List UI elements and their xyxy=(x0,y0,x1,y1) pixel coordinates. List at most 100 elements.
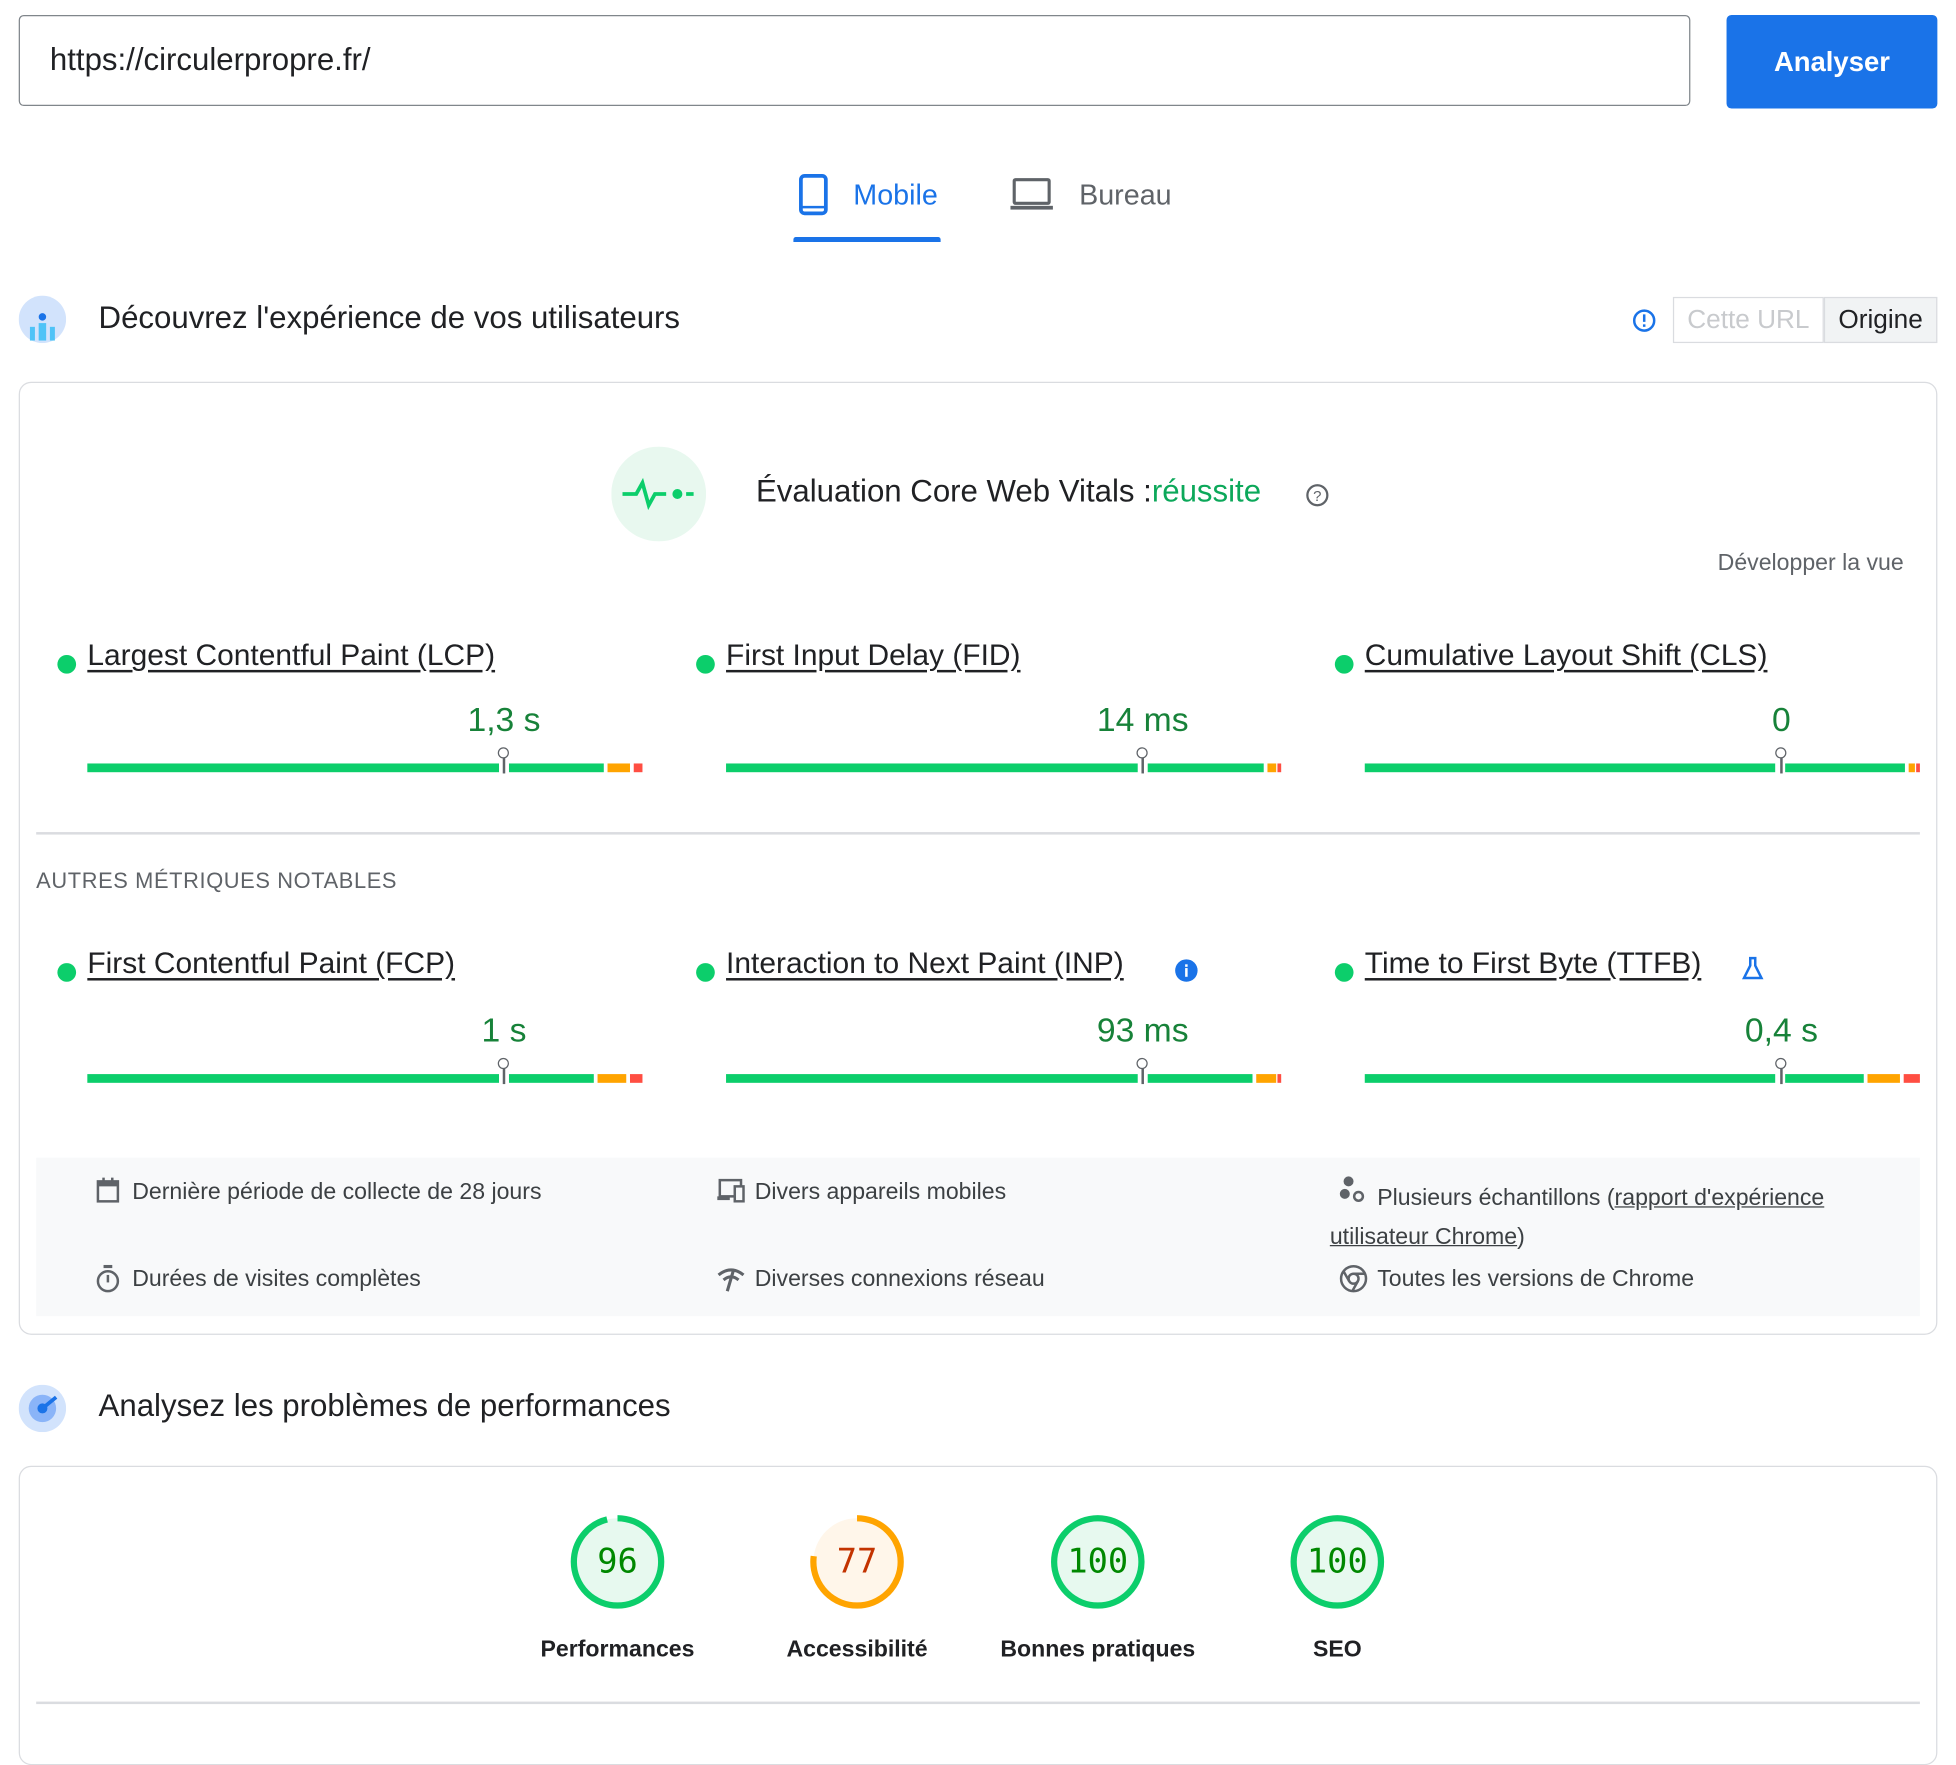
samples-prefix: Plusieurs échantillons ( xyxy=(1377,1183,1615,1211)
divider xyxy=(36,1701,1920,1704)
info-alert-icon[interactable] xyxy=(1632,308,1657,333)
distribution-segment-good xyxy=(726,763,1138,773)
score-gauge[interactable] xyxy=(568,1512,668,1612)
calendar-icon xyxy=(96,1177,120,1203)
distribution-segment-good xyxy=(1364,1074,1776,1083)
distribution-segment-good xyxy=(508,1074,594,1083)
metric-link[interactable]: Interaction to Next Paint (INP) xyxy=(726,946,1124,981)
crux-report-link[interactable]: rapport d'expérience utilisateur Chrome xyxy=(1329,1183,1825,1249)
expand-view-link[interactable]: Développer la vue xyxy=(1717,548,1904,576)
gauge-arc xyxy=(1290,1515,1385,1609)
score-gauge[interactable] xyxy=(807,1512,907,1612)
distribution-segment-poor xyxy=(1277,763,1282,773)
metric-value: 14 ms xyxy=(1096,701,1189,739)
metric-link[interactable]: First Contentful Paint (FCP) xyxy=(87,946,456,981)
percentile-marker xyxy=(502,1066,506,1085)
svg-text:?: ? xyxy=(1313,488,1321,505)
gauge-arc xyxy=(1051,1515,1145,1609)
score-value: 100 xyxy=(1067,1542,1129,1582)
durations-text: Durées de visites complètes xyxy=(132,1264,421,1292)
status-good-dot xyxy=(696,963,715,982)
url-input[interactable] xyxy=(18,14,1691,107)
metric-link[interactable]: Time to First Byte (TTFB) xyxy=(1364,946,1702,981)
smartphone-icon xyxy=(799,174,828,216)
distribution-segment-good xyxy=(87,763,499,773)
metric-link[interactable]: Cumulative Layout Shift (CLS) xyxy=(1364,638,1768,673)
metric-value: 1 s xyxy=(481,1011,527,1050)
lab-scores-card xyxy=(18,1465,1938,1765)
percentile-marker xyxy=(502,755,506,774)
percentile-marker xyxy=(1141,1066,1144,1085)
samples-text: Plusieurs échantillons (rapport d'expéri… xyxy=(1330,1178,1904,1255)
score-gauge[interactable] xyxy=(1287,1512,1387,1612)
tab-desktop[interactable]: Bureau xyxy=(1009,170,1172,220)
distribution-segment-poor xyxy=(629,1074,643,1083)
percentile-marker-head xyxy=(1136,1057,1148,1070)
other-metrics-title: AUTRES MÉTRIQUES NOTABLES xyxy=(36,868,398,894)
score-value: 96 xyxy=(597,1542,638,1582)
distribution-segment-needs-improvement xyxy=(1256,1074,1277,1083)
score-label: Performances xyxy=(540,1635,695,1662)
active-tab-indicator xyxy=(793,237,941,243)
percentile-marker-head xyxy=(1775,1057,1787,1070)
toggle-this-url[interactable]: Cette URL xyxy=(1672,296,1824,344)
distribution-segment-good xyxy=(87,1074,499,1083)
flask-icon[interactable] xyxy=(1741,956,1764,981)
distribution-segment-needs-improvement xyxy=(1867,1074,1900,1083)
distribution-segment-needs-improvement xyxy=(597,1074,627,1083)
percentile-marker-head xyxy=(497,1057,509,1070)
metric-link[interactable]: First Input Delay (FID) xyxy=(726,638,1021,673)
distribution-segment-needs-improvement xyxy=(1267,763,1277,773)
lab-section-title: Analysez les problèmes de performances xyxy=(98,1388,671,1424)
distribution-segment-poor xyxy=(1277,1074,1282,1083)
samples-suffix: ) xyxy=(1517,1222,1525,1249)
field-data-card xyxy=(18,381,1938,1335)
heartbeat-icon xyxy=(611,446,707,542)
network-text: Diverses connexions réseau xyxy=(754,1264,1045,1292)
samples-icon xyxy=(1339,1176,1365,1202)
network-icon xyxy=(717,1268,745,1292)
score-value: 77 xyxy=(836,1542,878,1582)
score-gauge[interactable] xyxy=(1048,1512,1148,1612)
score-value: 100 xyxy=(1306,1542,1368,1582)
metric-value: 1,3 s xyxy=(467,701,541,739)
gauge-background xyxy=(813,1518,901,1606)
chrome-icon xyxy=(1339,1264,1368,1293)
devices-icon xyxy=(717,1178,745,1203)
info-icon[interactable] xyxy=(1174,958,1199,983)
distribution-segment-needs-improvement xyxy=(1908,763,1915,773)
distribution-segment-poor xyxy=(1903,1074,1920,1083)
distribution-segment-poor xyxy=(1916,763,1920,773)
help-icon[interactable]: ? xyxy=(1305,483,1330,508)
tab-mobile[interactable]: Mobile xyxy=(798,170,938,220)
gauge-arc xyxy=(570,1515,665,1609)
metric-value: 0,4 s xyxy=(1744,1011,1818,1050)
field-footer xyxy=(36,1157,1920,1317)
field-section-title: Découvrez l'expérience de vos utilisateu… xyxy=(98,300,681,336)
score-label: SEO xyxy=(1312,1635,1362,1662)
analyze-button[interactable]: Analyser xyxy=(1726,14,1938,109)
distribution-segment-good xyxy=(1147,763,1264,773)
distribution-segment-good xyxy=(1364,763,1776,773)
percentile-marker-head xyxy=(497,747,509,759)
status-good-dot xyxy=(57,963,77,982)
cwv-status: réussite xyxy=(1151,474,1262,509)
cwv-title: Évaluation Core Web Vitals : xyxy=(755,474,1152,509)
laptop-icon xyxy=(1010,178,1053,210)
status-good-dot xyxy=(696,654,715,674)
metric-value: 93 ms xyxy=(1096,1011,1189,1050)
status-good-dot xyxy=(1334,963,1354,982)
tab-label: Bureau xyxy=(1079,177,1172,211)
percentile-marker xyxy=(1141,755,1144,774)
gauge-background xyxy=(1293,1518,1381,1606)
percentile-marker xyxy=(1780,755,1783,774)
toggle-origin[interactable]: Origine xyxy=(1823,296,1938,344)
metric-link[interactable]: Largest Contentful Paint (LCP) xyxy=(87,638,496,673)
percentile-marker xyxy=(1780,1066,1783,1085)
status-good-dot xyxy=(57,654,77,674)
distribution-segment-good xyxy=(726,1074,1138,1083)
divider xyxy=(36,832,1920,834)
distribution-segment-poor xyxy=(633,763,643,773)
stopwatch-icon xyxy=(96,1264,120,1293)
distribution-segment-good xyxy=(1785,1074,1864,1083)
